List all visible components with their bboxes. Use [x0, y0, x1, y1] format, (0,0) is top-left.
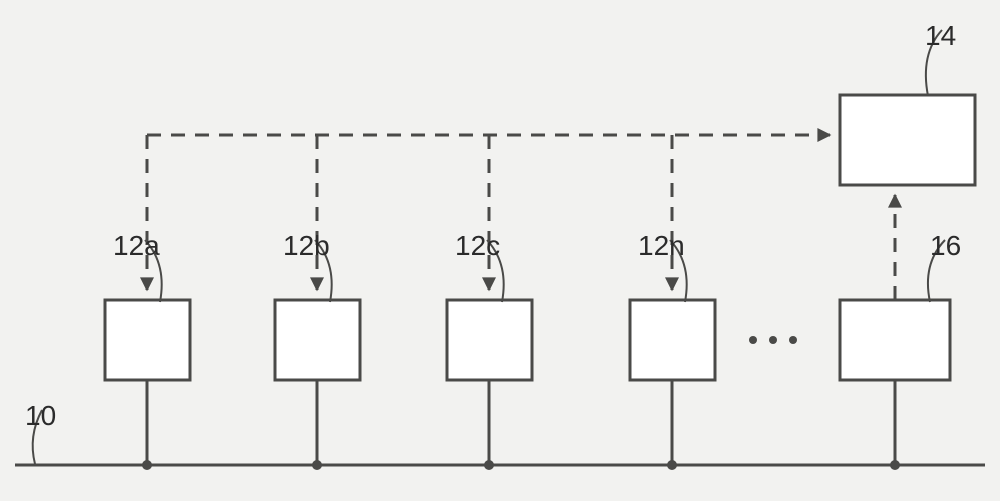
bus-node-12b — [312, 460, 322, 470]
ellipsis-dot-1 — [769, 336, 777, 344]
block-14 — [840, 95, 975, 185]
ellipsis-dot-0 — [749, 336, 757, 344]
block-12a-label: 12a — [113, 230, 160, 262]
block-12n-label: 12n — [638, 230, 685, 262]
block-12c — [447, 300, 532, 380]
block-14-label: 14 — [925, 20, 956, 52]
bus-node-12a — [142, 460, 152, 470]
block-16 — [840, 300, 950, 380]
label-10-label: 10 — [25, 400, 56, 432]
block-16-label: 16 — [930, 230, 961, 262]
block-12a — [105, 300, 190, 380]
bus-node-12n — [667, 460, 677, 470]
block-12c-label: 12c — [455, 230, 500, 262]
block-12b — [275, 300, 360, 380]
bus-node-16 — [890, 460, 900, 470]
ellipsis-dot-2 — [789, 336, 797, 344]
block-12b-label: 12b — [283, 230, 330, 262]
bus-node-12c — [484, 460, 494, 470]
block-12n — [630, 300, 715, 380]
